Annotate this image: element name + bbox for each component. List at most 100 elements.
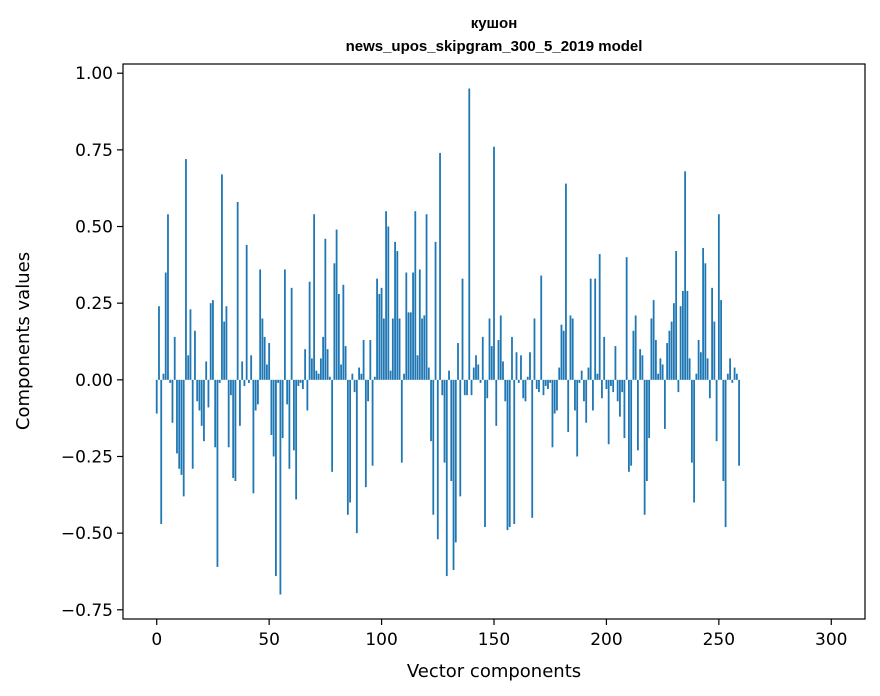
bar xyxy=(313,214,316,380)
bar xyxy=(459,379,462,497)
bar xyxy=(160,379,163,524)
bar xyxy=(434,241,437,380)
bar xyxy=(659,358,662,380)
bar xyxy=(684,171,687,380)
bar xyxy=(733,367,736,380)
bar xyxy=(239,379,241,426)
bar xyxy=(596,373,599,380)
bar xyxy=(607,379,610,445)
bar xyxy=(690,379,693,463)
bar xyxy=(472,367,475,380)
bar xyxy=(693,379,696,503)
bar xyxy=(735,373,738,380)
bar xyxy=(479,379,482,383)
bar xyxy=(508,379,511,528)
bar xyxy=(686,290,689,380)
bar xyxy=(423,315,426,380)
bar xyxy=(672,303,675,380)
bar xyxy=(706,358,709,380)
bar xyxy=(722,379,725,482)
bar xyxy=(601,379,603,399)
bar xyxy=(319,358,322,380)
bar xyxy=(450,379,453,482)
bar xyxy=(724,379,727,528)
y-tick-label: −0.50 xyxy=(61,524,113,544)
x-tick-label: 250 xyxy=(703,630,735,650)
bar xyxy=(272,379,275,457)
bar xyxy=(349,379,351,503)
bar xyxy=(663,379,666,429)
bar xyxy=(726,373,729,380)
bar xyxy=(297,379,300,386)
y-tick-label: 1.00 xyxy=(75,64,113,84)
bar xyxy=(173,336,176,380)
bar xyxy=(720,300,722,380)
bar xyxy=(212,300,214,380)
bar xyxy=(484,379,486,528)
x-tick-label: 50 xyxy=(258,630,280,650)
bar xyxy=(436,379,439,540)
bar xyxy=(340,364,342,380)
bar xyxy=(486,379,489,399)
bar xyxy=(605,379,608,390)
bar xyxy=(389,370,392,380)
bar xyxy=(315,370,318,380)
bar xyxy=(364,379,367,488)
x-axis: 0 50 100 150 200 250 300 xyxy=(151,619,847,650)
bar xyxy=(443,379,446,463)
bar xyxy=(556,379,558,411)
bar xyxy=(688,358,691,380)
bar xyxy=(167,214,169,380)
bar xyxy=(643,379,646,515)
bar xyxy=(499,315,502,380)
bar xyxy=(353,379,356,393)
bar xyxy=(610,379,612,386)
bar xyxy=(533,318,536,380)
bar xyxy=(218,379,221,383)
bar xyxy=(614,346,617,380)
bar xyxy=(670,321,673,380)
bar xyxy=(268,343,271,380)
bar xyxy=(266,364,268,380)
bar xyxy=(488,318,491,380)
bar xyxy=(194,330,196,380)
bar xyxy=(182,379,185,497)
bar xyxy=(661,364,664,380)
bar xyxy=(333,263,336,380)
bars-group xyxy=(155,88,740,595)
bar xyxy=(616,379,619,402)
bar xyxy=(223,321,226,380)
bar xyxy=(396,251,399,380)
bar xyxy=(369,339,372,380)
bar xyxy=(569,315,572,380)
bar xyxy=(632,330,635,380)
bar xyxy=(729,358,731,380)
bar xyxy=(583,379,585,402)
bar xyxy=(412,272,414,380)
bar xyxy=(416,355,419,380)
bar xyxy=(155,379,158,414)
bar xyxy=(520,355,522,380)
bar xyxy=(409,312,412,380)
x-tick-label: 150 xyxy=(478,630,510,650)
bar xyxy=(715,379,718,442)
bar xyxy=(362,339,365,380)
bar xyxy=(562,330,565,380)
bar xyxy=(535,379,538,390)
bar xyxy=(234,379,237,482)
x-tick-label: 200 xyxy=(590,630,622,650)
bar xyxy=(198,379,201,411)
bar xyxy=(286,379,289,405)
bar xyxy=(391,318,394,380)
bar xyxy=(394,241,396,380)
bar xyxy=(225,306,228,380)
bar xyxy=(270,379,273,436)
bar xyxy=(549,379,552,383)
bar xyxy=(702,247,705,380)
y-axis: −0.75 −0.50 −0.25 0.00 0.25 0.50 0.75 1.00 xyxy=(61,64,123,621)
bar xyxy=(221,174,223,380)
bar xyxy=(382,318,385,380)
bar xyxy=(517,379,520,383)
chart-title: кушон xyxy=(471,15,518,32)
bar xyxy=(385,211,387,380)
